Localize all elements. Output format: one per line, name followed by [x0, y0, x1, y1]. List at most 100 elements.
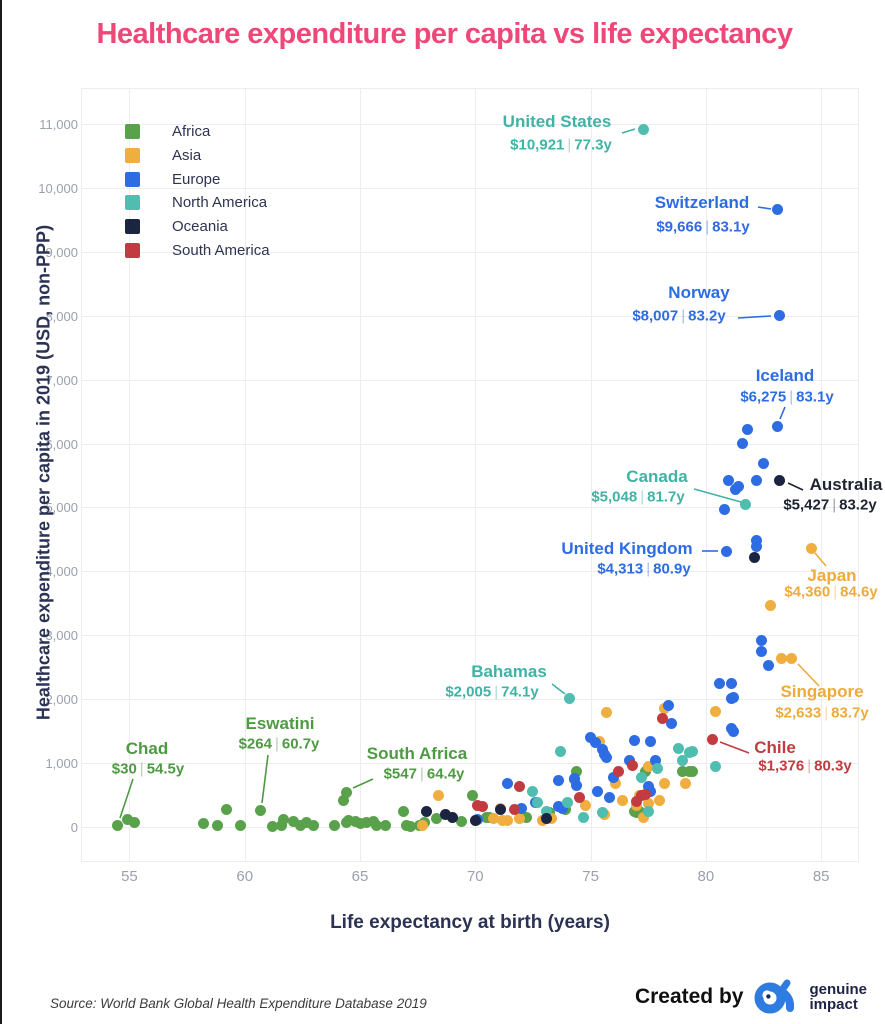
data-point: [580, 799, 592, 811]
data-point: [329, 820, 341, 832]
annotation-country: Norway: [668, 283, 730, 302]
data-point: [592, 785, 603, 797]
data-point: [589, 737, 601, 749]
data-point: [751, 534, 763, 546]
annotation-value: $4,360 | 84.6y: [784, 583, 878, 601]
annotation-value: $4,313 | 80.9y: [597, 560, 691, 578]
data-point: [751, 540, 763, 552]
data-point: [723, 474, 735, 486]
data-point: [220, 804, 232, 816]
legend-swatch: [125, 171, 140, 187]
data-point: [502, 815, 514, 827]
h-gridline: [81, 124, 859, 126]
data-point: [642, 797, 654, 809]
data-point: [469, 815, 481, 827]
h-gridline: [81, 699, 859, 701]
h-gridline: [81, 507, 859, 509]
y-tick-label: 11,000: [39, 117, 78, 133]
x-tick-label: 75: [582, 868, 599, 885]
data-point: [564, 693, 576, 705]
data-point: [612, 765, 624, 777]
data-point: [527, 785, 539, 797]
data-point: [488, 813, 500, 825]
data-point: [709, 760, 721, 772]
annotation-value: $5,427 | 83.2y: [783, 496, 877, 514]
data-point: [513, 780, 525, 792]
data-point: [633, 806, 645, 818]
annotation-country: Bahamas: [471, 662, 547, 681]
data-point: [571, 779, 583, 791]
data-point: [721, 545, 733, 557]
v-gridline: [360, 88, 361, 862]
data-point: [640, 788, 652, 800]
data-point: [709, 705, 721, 717]
data-point: [658, 777, 670, 789]
data-point: [421, 806, 433, 818]
annotation-country: Chile: [754, 738, 796, 757]
x-tick-label: 55: [121, 868, 138, 885]
annotation-value: $547 | 64.4y: [383, 765, 465, 783]
legend-swatch: [125, 195, 140, 211]
data-point: [197, 818, 209, 830]
h-gridline: [81, 763, 859, 765]
data-point: [601, 752, 613, 764]
source-note: Source: World Bank Global Health Expendi…: [50, 996, 427, 1011]
data-point: [642, 805, 654, 817]
data-point: [432, 789, 444, 801]
h-gridline: [81, 379, 859, 381]
y-tick-label: 3,000: [45, 628, 78, 644]
data-point: [112, 819, 124, 831]
genuine-impact-logo-icon: [754, 979, 795, 1014]
data-point: [748, 551, 760, 563]
data-point: [342, 815, 354, 827]
data-point: [741, 423, 753, 435]
legend-label: South America: [172, 242, 270, 259]
data-point: [663, 700, 675, 712]
h-gridline: [81, 315, 859, 317]
data-point: [686, 746, 698, 758]
data-point: [739, 498, 751, 510]
data-point: [439, 809, 451, 821]
annotation-country: Switzerland: [654, 193, 750, 212]
data-point: [340, 786, 352, 798]
annotation-value: $9,666 | 83.1y: [656, 218, 750, 236]
data-point: [287, 816, 299, 828]
data-point: [764, 599, 776, 611]
data-point: [774, 309, 786, 321]
data-point: [677, 755, 689, 767]
legend-item-oceania: Oceania: [125, 218, 228, 235]
data-point: [294, 819, 306, 831]
data-point: [308, 820, 320, 832]
annotation-country: Singapore: [780, 682, 864, 701]
y-tick-label: 2,000: [45, 692, 78, 708]
data-point: [370, 819, 382, 831]
data-point: [728, 691, 740, 703]
credit-block: Created by genuine impact: [635, 978, 867, 1016]
data-point: [718, 504, 730, 516]
annotation-value: $2,633 | 83.7y: [775, 704, 869, 722]
legend-swatch: [125, 147, 140, 163]
data-point: [476, 801, 488, 813]
legend-label: Europe: [172, 170, 221, 188]
annotation-value: $10,921 | 77.3y: [510, 136, 612, 154]
data-point: [555, 746, 567, 758]
data-point: [656, 713, 668, 725]
data-point: [755, 635, 767, 647]
data-point: [467, 790, 479, 802]
data-point: [776, 653, 788, 665]
data-point: [596, 807, 608, 819]
y-tick-label: 8,000: [45, 308, 78, 324]
annotation-value: $264 | 60.7y: [238, 735, 320, 753]
annotation-country: South Africa: [366, 744, 468, 763]
data-point: [571, 766, 583, 778]
data-point: [455, 816, 467, 828]
x-tick-label: 85: [812, 868, 830, 885]
data-point: [603, 792, 615, 804]
data-point: [758, 457, 770, 469]
data-point: [679, 778, 691, 790]
data-point: [211, 819, 223, 831]
annotation-country: United Kingdom: [561, 539, 693, 558]
data-point: [515, 802, 527, 814]
data-point: [234, 819, 246, 831]
